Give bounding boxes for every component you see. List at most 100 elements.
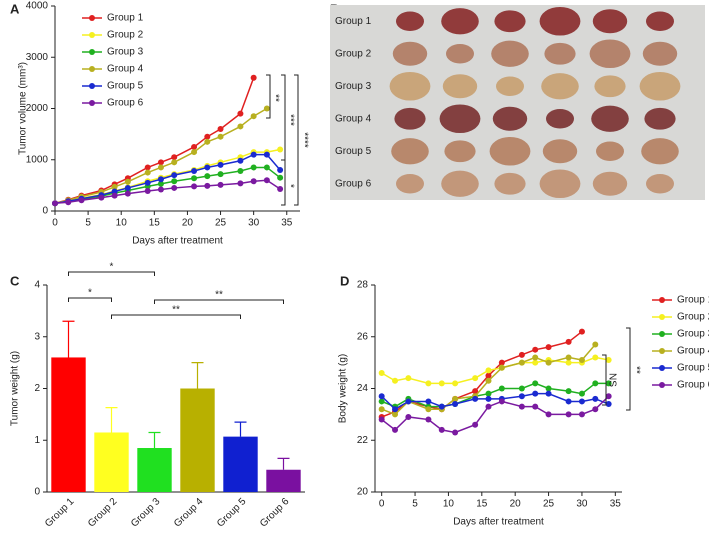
series-marker [277, 167, 284, 173]
panel-letter: C [10, 273, 20, 288]
series-marker [498, 398, 505, 405]
x-tick-label: 35 [281, 218, 293, 229]
legend-label: Group 1 [107, 13, 144, 24]
series-marker [592, 395, 599, 402]
series-marker [452, 395, 459, 402]
tumor-photo [394, 107, 426, 130]
series-marker [605, 393, 612, 400]
series-marker [498, 359, 505, 366]
significance-bracket [281, 159, 286, 206]
series-marker [157, 159, 164, 166]
series-marker [578, 411, 585, 418]
series-marker [111, 183, 118, 190]
series-marker [545, 344, 552, 351]
significance-label: ** [630, 366, 641, 374]
significance-label: ** [172, 305, 180, 316]
series-line [381, 395, 610, 434]
series-marker [171, 184, 178, 191]
x-tick-label: 20 [182, 218, 194, 229]
series-marker [498, 364, 505, 371]
series-marker [518, 393, 525, 400]
series-marker [171, 172, 178, 179]
series-marker [452, 401, 459, 408]
tumor-photo [539, 169, 581, 199]
tumor-photo [492, 106, 528, 131]
series-marker [605, 357, 612, 364]
series-marker [532, 359, 539, 366]
series-marker [144, 188, 151, 195]
significance-bracket [294, 74, 299, 206]
y-tick-label: 22 [357, 435, 369, 446]
series-marker [565, 388, 572, 395]
x-tick-label: 15 [476, 499, 488, 510]
series-marker [378, 398, 385, 405]
series-marker [578, 398, 585, 405]
series-marker [144, 179, 151, 186]
legend-label: Group 3 [107, 47, 144, 58]
tumor-photo [439, 104, 481, 134]
series-marker [263, 164, 270, 171]
series-marker [518, 385, 525, 392]
legend-label: Group 6 [107, 98, 144, 109]
legend-marker [89, 15, 95, 21]
series-marker [605, 401, 612, 408]
series-marker [545, 390, 552, 397]
legend-marker [659, 365, 665, 371]
series-line [54, 179, 281, 205]
tumor-photo [592, 9, 628, 34]
series-marker [565, 338, 572, 345]
series-marker [157, 164, 164, 171]
series-marker [378, 369, 385, 376]
series-marker [518, 351, 525, 358]
tumor-photo [541, 73, 579, 100]
y-tick-label: 4 [34, 280, 40, 291]
series-marker [452, 429, 459, 436]
tumor-photo [589, 39, 631, 69]
series-marker [592, 354, 599, 361]
row-label: Group 1 [335, 16, 372, 27]
series-line [54, 153, 281, 205]
series-marker [171, 154, 178, 161]
series-marker [277, 185, 284, 192]
series-marker [392, 406, 399, 413]
series-marker [263, 151, 270, 158]
series-marker [438, 403, 445, 410]
series-marker [204, 164, 211, 171]
significance-label: ** [269, 94, 280, 102]
series-marker [485, 390, 492, 397]
series-marker [378, 406, 385, 413]
tumor-photo [391, 138, 429, 165]
x-tick-label: Group 6 [258, 496, 292, 530]
series-marker [263, 177, 270, 184]
series-marker [111, 188, 118, 195]
tumor-photo [396, 11, 424, 32]
series-marker [144, 164, 151, 171]
series-marker [485, 403, 492, 410]
tumor-photo [539, 6, 581, 36]
photo-background [330, 5, 705, 200]
y-tick-label: 0 [34, 487, 40, 498]
series-marker [592, 406, 599, 413]
series-marker [485, 377, 492, 384]
series-marker [204, 138, 211, 145]
series-marker [472, 388, 479, 395]
series-marker [217, 171, 224, 178]
tumor-photo [542, 139, 578, 164]
series-marker [605, 380, 612, 387]
tumor-photo [646, 11, 674, 32]
y-tick-label: 1 [34, 435, 40, 446]
significance-bracket [602, 354, 607, 406]
series-marker [157, 176, 164, 183]
series-marker [392, 377, 399, 384]
series-marker [532, 380, 539, 387]
y-tick-label: 26 [357, 331, 369, 342]
series-marker [250, 151, 257, 158]
tumor-photo [592, 171, 628, 196]
series-marker [592, 341, 599, 348]
tumor-photo [389, 71, 431, 101]
x-axis-label: Days after treatment [132, 236, 223, 247]
legend-marker [89, 49, 95, 55]
tumor-photo [442, 74, 478, 99]
tumor-photo [646, 173, 674, 194]
series-marker [545, 359, 552, 366]
